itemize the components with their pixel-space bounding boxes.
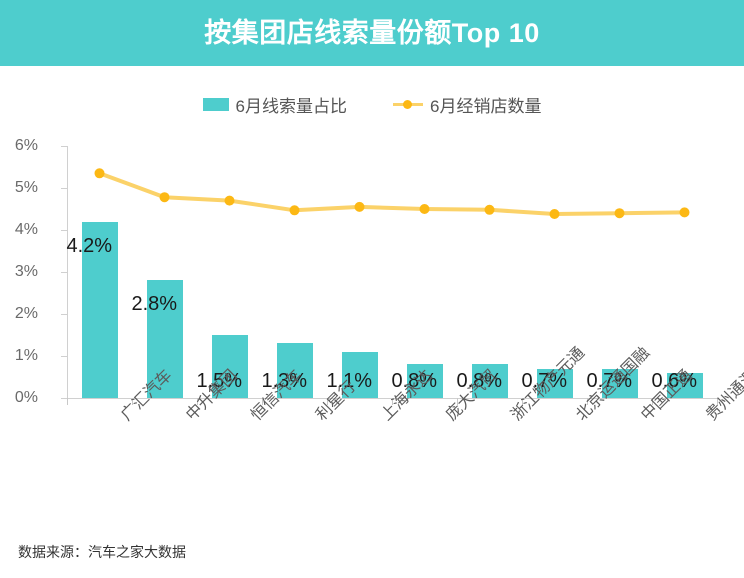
- x-axis-category-label: 庞大汽贸: [439, 367, 500, 425]
- x-tick-mark: [392, 398, 393, 405]
- y-tick-mark: [61, 230, 68, 231]
- x-tick-mark: [587, 398, 588, 405]
- x-tick-mark: [67, 398, 68, 405]
- x-tick-mark: [327, 398, 328, 405]
- y-tick-mark: [61, 356, 68, 357]
- x-tick-mark: [717, 398, 718, 405]
- y-tick-mark: [61, 188, 68, 189]
- x-axis-category-label: 浙江物产元通: [504, 344, 588, 425]
- x-axis-category-label: 中升集团: [179, 367, 240, 425]
- legend-label-line-series: 6月经销店数量: [430, 96, 542, 116]
- y-tick-mark: [61, 398, 68, 399]
- x-tick-mark: [132, 398, 133, 405]
- x-axis-category-label: 广汇汽车: [114, 367, 175, 425]
- x-tick-mark: [457, 398, 458, 405]
- line-data-point[interactable]: [614, 208, 625, 219]
- y-tick-label: 6%: [14, 137, 38, 154]
- chart-header-band: [0, 0, 744, 66]
- legend-bar-swatch-icon: [202, 97, 229, 111]
- x-axis-category-label: 北京运通国融: [569, 344, 653, 425]
- legend-item-line-series: 6月经销店数量: [393, 92, 541, 117]
- y-tick-label: 0%: [14, 389, 38, 406]
- bar-value-label: 0.7%: [586, 370, 633, 392]
- line-path: [97, 171, 687, 216]
- x-axis-category-label: 贵州通源: [702, 366, 744, 425]
- bar-value-label: 1.5%: [196, 370, 243, 392]
- bar[interactable]: [406, 364, 443, 398]
- bar[interactable]: [276, 343, 313, 398]
- bar-value-label: 1.1%: [326, 370, 373, 392]
- source-note: 数据来源：汽车之家大数据: [18, 544, 186, 560]
- bar[interactable]: [81, 221, 118, 398]
- line-data-point[interactable]: [549, 209, 560, 219]
- y-tick-mark: [61, 272, 68, 273]
- x-tick-mark: [197, 398, 198, 405]
- bar[interactable]: [536, 368, 573, 398]
- x-axis-category-label: 上海永达: [374, 367, 435, 425]
- bar[interactable]: [211, 335, 248, 398]
- line-data-point[interactable]: [354, 201, 365, 212]
- line-data-point[interactable]: [484, 204, 495, 215]
- legend-line-swatch-icon: [393, 98, 423, 111]
- line-data-point[interactable]: [679, 207, 690, 218]
- bar[interactable]: [666, 372, 703, 398]
- y-tick-label: 3%: [14, 263, 38, 280]
- bar-value-label: 0.8%: [456, 370, 503, 392]
- bar-value-label: 0.7%: [521, 370, 568, 392]
- x-axis-category-label: 恒信汽车: [244, 367, 305, 425]
- line-data-point[interactable]: [94, 168, 105, 179]
- y-tick-mark: [61, 314, 68, 315]
- y-tick-label: 5%: [14, 179, 38, 196]
- chart-legend: 6月线索量占比 6月经销店数量: [0, 92, 744, 116]
- bar[interactable]: [341, 351, 378, 398]
- bar-value-label: 2.8%: [131, 293, 178, 316]
- bar-value-label: 4.2%: [66, 234, 113, 257]
- y-tick-label: 1%: [14, 347, 38, 364]
- x-tick-mark: [522, 398, 523, 405]
- legend-label-bar-series: 6月线索量占比: [235, 96, 347, 116]
- legend-item-bar-series: 6月线索量占比: [202, 92, 347, 117]
- line-data-point[interactable]: [159, 192, 170, 203]
- bar[interactable]: [146, 280, 183, 398]
- x-axis-category-label: 利星行: [312, 378, 359, 425]
- line-data-point[interactable]: [289, 205, 300, 216]
- x-tick-mark: [652, 398, 653, 405]
- y-tick-label: 2%: [14, 305, 38, 322]
- x-tick-mark: [262, 398, 263, 405]
- line-data-point[interactable]: [224, 195, 235, 206]
- page-title: 按集团店线索量份额Top 10: [204, 18, 540, 48]
- x-axis-category-label: 中国正通: [634, 367, 695, 425]
- bar-value-label: 0.8%: [391, 370, 438, 392]
- y-tick-mark: [61, 146, 68, 147]
- bar[interactable]: [601, 368, 638, 398]
- line-data-point[interactable]: [419, 204, 430, 214]
- bar-value-label: 1.3%: [261, 370, 308, 392]
- bar-value-label: 0.6%: [651, 370, 698, 392]
- bar[interactable]: [471, 364, 508, 398]
- y-tick-label: 4%: [14, 221, 38, 238]
